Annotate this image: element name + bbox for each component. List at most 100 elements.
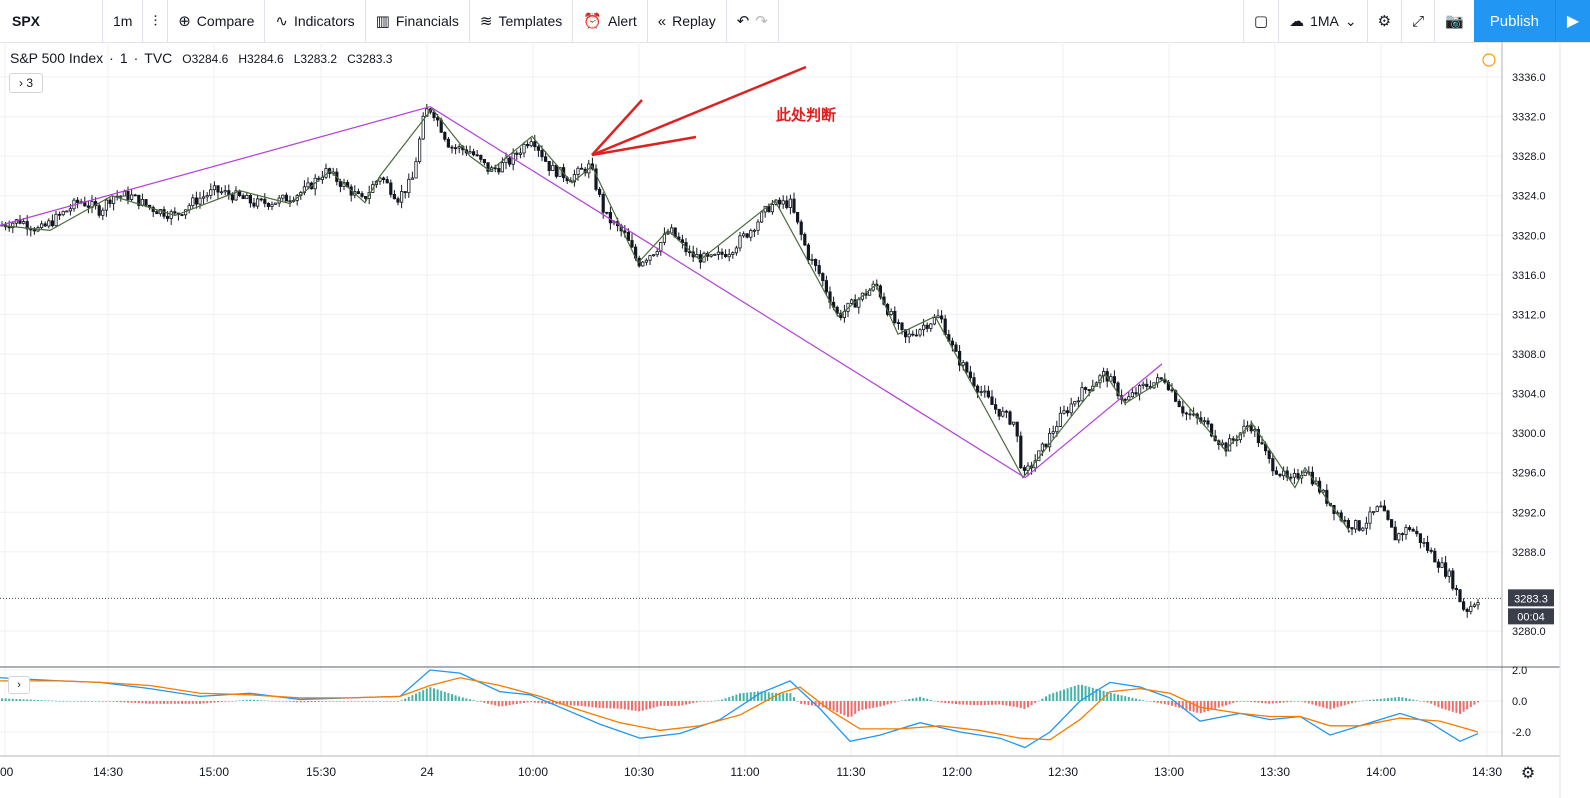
macd-hist-bar <box>1304 701 1307 703</box>
macd-pane-toggle[interactable]: › <box>8 676 30 694</box>
macd-hist-bar <box>652 701 655 708</box>
candle-body <box>507 157 512 165</box>
candle-body <box>61 211 65 216</box>
indicators-collapse-button[interactable]: › 3 <box>9 73 43 93</box>
macd-hist-bar <box>778 693 781 701</box>
macd-hist-bar <box>800 701 803 704</box>
macd-hist-bar <box>1189 701 1191 711</box>
candle-body <box>1400 533 1404 536</box>
candle-body <box>788 198 793 208</box>
candle-body <box>356 191 361 194</box>
macd-hist-bar <box>1466 701 1469 710</box>
candle-body <box>1440 562 1444 568</box>
candle-body <box>119 195 123 198</box>
macd-hist-bar <box>584 701 587 707</box>
macd-hist-bar <box>861 701 864 710</box>
candle-body <box>922 324 926 331</box>
candle-body <box>1364 522 1368 529</box>
macd-hist-bar <box>127 701 129 703</box>
macd-hist-bar <box>1156 701 1159 703</box>
replay-button[interactable]: « Replay <box>648 0 727 42</box>
candle-body <box>1447 570 1451 577</box>
macd-hist-bar <box>847 701 849 717</box>
expand-icon: ⤢ <box>1412 12 1425 30</box>
macd-hist-bar <box>224 701 227 702</box>
macd-hist-bar <box>112 701 115 702</box>
expand-button[interactable]: ⤢ <box>1401 0 1434 42</box>
templates-button[interactable]: ≋ Templates <box>470 0 574 42</box>
macd-hist-bar <box>1052 692 1055 701</box>
macd-hist-bar <box>429 687 432 701</box>
legend-sep: · <box>133 50 139 66</box>
macd-hist-bar <box>350 701 353 702</box>
macd-hist-bar <box>1469 701 1472 708</box>
candle-body <box>1087 389 1091 391</box>
macd-hist-bar <box>1131 697 1134 701</box>
macd-hist-bar <box>519 701 522 704</box>
macd-hist-bar <box>1246 701 1249 702</box>
candle-body <box>580 167 584 170</box>
snapshot-button[interactable]: 📷 <box>1434 0 1474 42</box>
compare-button[interactable]: ⊕ Compare <box>168 0 266 42</box>
candle-body <box>526 143 530 147</box>
macd-hist-bar <box>944 701 947 703</box>
y-tick-label: 3320.0 <box>1512 230 1546 242</box>
macd-hist-bar <box>4 698 7 701</box>
macd-hist-bar <box>1041 698 1044 701</box>
symbol-search[interactable]: SPX <box>0 0 103 42</box>
candle-body <box>666 232 670 235</box>
candle-body <box>443 131 447 140</box>
candle-body <box>306 182 310 188</box>
indicators-button[interactable]: ∿ Indicators <box>265 0 366 42</box>
square-icon: ▢ <box>1253 13 1269 30</box>
candle-body <box>1361 527 1365 531</box>
macd-hist-bar <box>598 701 601 708</box>
undo-icon[interactable]: ↶ <box>736 13 750 30</box>
candle-body <box>273 202 278 205</box>
macd-hist-bar <box>1045 696 1047 701</box>
macd-hist-bar <box>1444 701 1447 710</box>
macd-hist-bar <box>271 700 273 702</box>
x-tick-label: 14:00 <box>1366 765 1396 779</box>
macd-hist-bar <box>433 688 435 701</box>
macd-hist-bar <box>505 701 507 706</box>
macd-hist-bar <box>915 697 918 701</box>
candle-body <box>1202 420 1206 423</box>
macd-hist-bar <box>195 701 198 704</box>
candle-body <box>551 164 555 171</box>
alert-label: Alert <box>607 13 637 29</box>
fullscreen-box-button[interactable]: ▢ <box>1242 0 1278 42</box>
price-chart[interactable]: :00 14:30 15:00 15:30 24 10:00 10:30 11:00 11:30… <box>0 42 1590 798</box>
candle-body <box>814 258 818 266</box>
candle-body <box>756 221 760 231</box>
macd-hist-bar <box>73 701 75 702</box>
macd-hist-bar <box>1257 701 1260 703</box>
play-button[interactable]: ▶ <box>1555 0 1590 42</box>
y-tick-label: 3312.0 <box>1512 309 1546 321</box>
macd-hist-bar <box>1102 690 1105 701</box>
financials-button[interactable]: ▥ Financials <box>366 0 470 42</box>
candle-body <box>234 190 238 201</box>
macd-hist-bar <box>1282 701 1285 703</box>
publish-button[interactable]: Publish <box>1473 0 1555 42</box>
macd-hist-bar <box>1095 688 1098 701</box>
redo-icon[interactable]: ↷ <box>755 13 768 30</box>
macd-hist-bar <box>609 701 612 709</box>
candle-body <box>1426 542 1430 551</box>
candle-body <box>1357 520 1361 531</box>
interval-button[interactable]: 1m <box>103 0 144 42</box>
candle-body <box>940 315 944 320</box>
chart-type-button[interactable]: ⫶ <box>143 0 169 42</box>
macd-hist-bar <box>1196 701 1199 713</box>
candle-body <box>1019 435 1023 469</box>
macd-hist-bar <box>292 701 295 703</box>
candle-body <box>389 182 393 195</box>
settings-button[interactable]: ⚙ <box>1366 0 1401 42</box>
candle-body <box>1256 429 1260 444</box>
macd-hist-bar <box>991 701 993 705</box>
candle-body <box>1375 506 1379 512</box>
alert-button[interactable]: ⏰ Alert <box>573 0 648 42</box>
candle-body <box>385 179 389 184</box>
macd-hist-bar <box>695 701 698 703</box>
layout-button[interactable]: ☁ 1MA ⌄ <box>1278 0 1367 42</box>
